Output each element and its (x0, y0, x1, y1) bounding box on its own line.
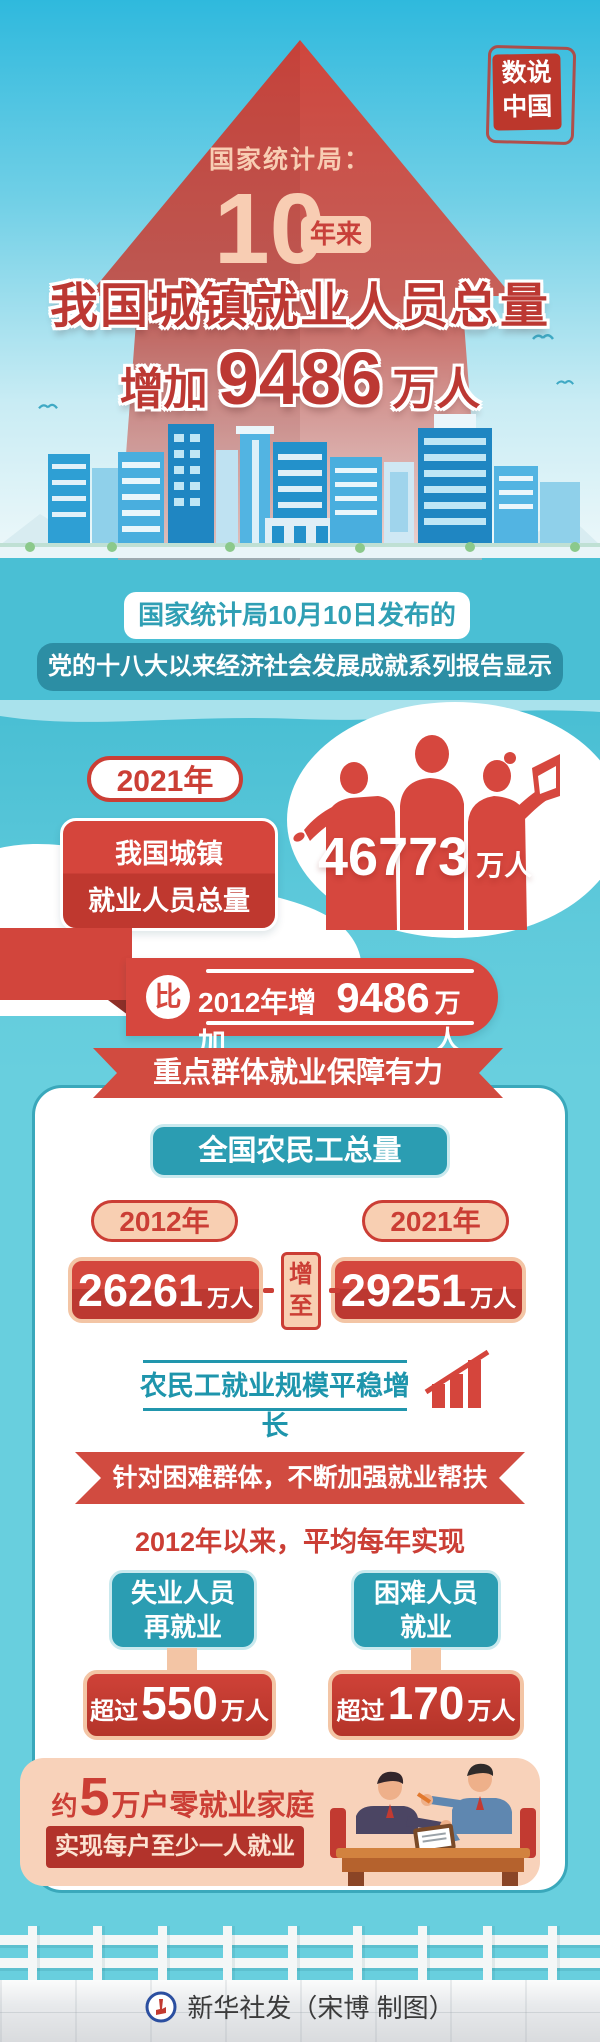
compare-unit: 万人 (434, 988, 461, 1055)
difficult-value-box: 超过 170 万人 (328, 1670, 524, 1740)
increase-char2: 至 (289, 1293, 313, 1320)
migrant-2012-value-box: 26261 万人 (68, 1257, 263, 1323)
unemployed-unit: 万人 (220, 1698, 269, 1725)
floor-grid-line (0, 2012, 600, 2013)
compare-prefix-circle: 比 (146, 975, 190, 1019)
connector-left (167, 1648, 197, 1674)
bird-icon (38, 403, 58, 410)
job-interview-illustration (330, 1763, 536, 1886)
report-date-box: 国家统计局10月10日发布的 (124, 592, 470, 639)
families-text: 万户零就业家庭 (111, 1790, 315, 1822)
dash-left (263, 1288, 274, 1293)
seal-badge: 数说 中国 (492, 53, 562, 131)
year-2012-pill: 2012年 (91, 1200, 238, 1242)
badge-row2: 中国 (502, 92, 553, 122)
difficult-line2: 就业 (399, 1612, 452, 1642)
fence-post (28, 1926, 37, 1982)
note-rule-top (143, 1360, 407, 1363)
migrant-2021-value-box: 29251 万人 (331, 1257, 526, 1323)
fence-rail (0, 1958, 600, 1968)
fence-rail (0, 1935, 600, 1945)
compare-value: 9486 (336, 974, 430, 1021)
families-headline: 约 5 万户零就业家庭 (48, 1770, 318, 1824)
label-line2: 就业人员总量 (88, 885, 250, 916)
floor-background (0, 1980, 600, 2042)
main-title-line1: 我国城镇就业人员总量 (49, 280, 550, 333)
unit-2021: 万人 (470, 1285, 517, 1311)
fence-post (93, 1926, 102, 1982)
note-rule-bottom (143, 1408, 407, 1411)
migrant-total-box: 全国农民工总量 (150, 1124, 450, 1178)
fence-post (288, 1926, 297, 1982)
unit-2012: 万人 (207, 1285, 254, 1311)
unemployed-line2: 再就业 (143, 1612, 222, 1642)
section-ribbon-key-groups: 重点群体就业保障有力 (93, 1048, 503, 1098)
unemployed-value: 550 (141, 1677, 218, 1729)
families-value: 5 (79, 1767, 110, 1827)
workers-silhouette-illustration (293, 735, 560, 930)
title-number: 9486 (217, 337, 383, 420)
xinhua-logo-icon (145, 1991, 177, 2022)
fence-post (223, 1926, 232, 1982)
agency-label: 国家统计局： (208, 146, 371, 174)
label-line1: 我国城镇 (115, 838, 223, 869)
difficult-unit: 万人 (467, 1698, 516, 1725)
credit-text: 新华社发（宋博 制图） (187, 1993, 455, 2023)
value-2021: 29251 (340, 1265, 467, 1316)
over-label-1: 超过 (90, 1698, 139, 1725)
unit: 万人 (476, 850, 533, 881)
years-tag: 年来 (301, 216, 371, 253)
families-about: 约 (51, 1791, 78, 1821)
main-title-line2: 增加 9486 万人 (0, 336, 600, 421)
fence-post (548, 1926, 557, 1982)
title-add: 增加 (119, 365, 208, 414)
report-source-box: 党的十八大以来经济社会发展成就系列报告显示 (37, 643, 563, 691)
year-2021-pill-right: 2021年 (362, 1200, 509, 1242)
urban-employment-label-box: 我国城镇 就业人员总量 (60, 818, 278, 931)
unemployed-line1: 失业人员 (130, 1578, 235, 1608)
migrant-note: 农民工就业规模平稳增长 (140, 1371, 410, 1441)
bar-chart-growth-icon (424, 1349, 490, 1408)
connector-right (411, 1648, 441, 1674)
fence-post (353, 1926, 362, 1982)
difficult-value: 170 (387, 1677, 465, 1729)
difficult-group-box: 困难人员 就业 (351, 1570, 501, 1650)
ribbon-rule-bottom (206, 1021, 474, 1025)
unemployed-group-box: 失业人员 再就业 (109, 1570, 257, 1650)
families-result-box: 实现每户至少一人就业 (46, 1826, 304, 1868)
fence-post (483, 1926, 492, 1982)
badge-row1: 数说 (501, 58, 552, 88)
title-unit: 万人 (392, 365, 481, 414)
fence-post (418, 1926, 427, 1982)
increase-to-box: 增 至 (281, 1252, 321, 1330)
since-2012-text: 2012年以来，平均每年实现 (134, 1527, 466, 1557)
ribbon-rule-top (206, 969, 474, 973)
difficult-line1: 困难人员 (373, 1578, 478, 1608)
increase-char1: 增 (289, 1261, 313, 1288)
value-2012: 26261 (77, 1265, 204, 1316)
ribbon-tail (0, 928, 132, 1000)
bird-icon (532, 334, 554, 340)
employment-total-value: 46773 万人 (318, 826, 532, 888)
fence-post (158, 1926, 167, 1982)
bird-icon (556, 380, 574, 385)
section-ribbon-difficult-groups: 针对困难群体，不断加强就业帮扶 (75, 1452, 525, 1504)
year-2021-pill: 2021年 (87, 756, 243, 802)
value: 46773 (318, 827, 469, 887)
footer-credit-row: 新华社发（宋博 制图） (0, 1988, 600, 2025)
unemployed-value-box: 超过 550 万人 (83, 1670, 276, 1740)
big-number-10: 10 (214, 173, 326, 285)
city-skyline-illustration (0, 414, 600, 558)
compare-text: 2012年增加 9486 万人 (198, 974, 482, 1061)
dash-right (329, 1288, 340, 1293)
over-label-2: 超过 (336, 1698, 385, 1725)
